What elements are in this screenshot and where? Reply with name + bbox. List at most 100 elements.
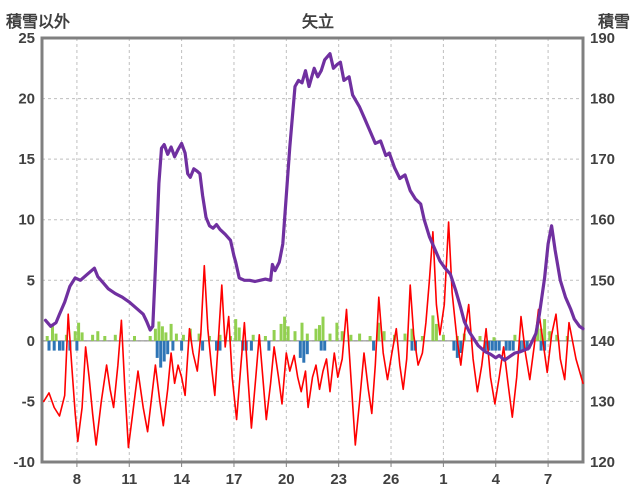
blue-bars xyxy=(319,340,323,351)
right-axis-tick-label: 180 xyxy=(590,91,615,108)
green-bars xyxy=(237,327,241,341)
left-axis-tick-label: 20 xyxy=(18,91,35,108)
temperature-red-line xyxy=(42,221,584,449)
green-bars xyxy=(286,326,290,341)
green-bars xyxy=(234,319,238,341)
blue-bars xyxy=(218,340,222,351)
green-bars xyxy=(91,334,95,341)
green-bars xyxy=(335,322,339,341)
left-axis-tick-label: -5 xyxy=(22,393,35,410)
left-axis-tick-label: 5 xyxy=(27,272,35,289)
snow-depth-purple-line xyxy=(43,52,585,362)
green-bars xyxy=(96,331,100,341)
blue-bars xyxy=(180,340,184,351)
blue-bars xyxy=(171,340,175,351)
green-bars xyxy=(543,319,547,341)
green-bars xyxy=(441,334,445,341)
green-bars xyxy=(434,323,438,341)
x-axis-tick-label: 17 xyxy=(226,471,243,488)
blue-bars xyxy=(497,340,501,351)
green-bars xyxy=(410,328,414,341)
green-bars xyxy=(160,326,164,341)
chart-title: 矢立 xyxy=(301,14,334,31)
green-bars xyxy=(368,336,372,341)
green-bars xyxy=(263,336,267,341)
green-bars xyxy=(377,322,381,341)
green-bars xyxy=(153,328,157,341)
x-axis-tick-label: 20 xyxy=(278,471,295,488)
blue-bars xyxy=(302,340,306,363)
green-bars xyxy=(382,331,386,341)
blue-bars xyxy=(75,340,79,351)
left-axis-tick-label: 10 xyxy=(18,212,35,229)
right-axis-tick-label: 130 xyxy=(590,393,615,410)
blue-bars xyxy=(162,340,166,362)
blue-bars xyxy=(539,340,543,351)
blue-bars xyxy=(155,340,159,358)
green-bars xyxy=(45,336,49,341)
blue-bars xyxy=(61,340,65,351)
green-bars xyxy=(197,333,201,341)
blue-bars xyxy=(159,340,163,368)
right-axis-tick-label: 140 xyxy=(590,333,615,350)
left-axis-tick-label: -10 xyxy=(13,454,35,471)
right-axis-title: 積雪 xyxy=(597,14,630,31)
green-bars xyxy=(293,331,297,341)
blue-bars xyxy=(166,340,170,355)
blue-bars xyxy=(372,340,376,351)
blue-bars xyxy=(487,340,491,351)
blue-bars xyxy=(490,340,494,351)
right-axis-tick-label: 160 xyxy=(590,212,615,229)
plot-area xyxy=(42,38,583,462)
x-axis-tick-label: 4 xyxy=(492,471,501,488)
left-axis-tick-label: 25 xyxy=(18,30,35,47)
blue-bars xyxy=(323,340,327,351)
right-axis-tick-label: 150 xyxy=(590,272,615,289)
green-bars xyxy=(321,316,325,341)
x-axis-tick-label: 8 xyxy=(73,471,81,488)
green-bars xyxy=(548,331,552,341)
green-bars xyxy=(340,331,344,341)
green-bars xyxy=(148,336,152,341)
blue-bars xyxy=(305,340,309,355)
blue-bars xyxy=(58,340,61,351)
blue-bars xyxy=(508,340,512,351)
green-bars xyxy=(181,334,185,341)
green-bars xyxy=(103,336,107,341)
blue-bars xyxy=(459,340,463,353)
green-bars xyxy=(555,334,559,341)
blue-bars xyxy=(249,340,253,351)
blue-bars xyxy=(52,340,56,351)
blue-bars xyxy=(522,340,526,351)
green-bars xyxy=(80,332,84,341)
green-bars xyxy=(218,334,222,341)
blue-bars xyxy=(410,340,414,351)
green-bars xyxy=(51,323,54,341)
green-bars xyxy=(300,322,304,341)
green-bars xyxy=(314,328,318,341)
green-bars xyxy=(349,334,353,341)
left-axis-title: 積雪以外 xyxy=(6,14,71,31)
right-axis-tick-label: 120 xyxy=(590,454,615,471)
right-axis-tick-label: 170 xyxy=(590,151,615,168)
x-axis-tick-label: 26 xyxy=(383,471,400,488)
blue-bars xyxy=(511,340,515,351)
green-bars xyxy=(279,323,283,341)
green-bars xyxy=(420,336,424,341)
green-bars xyxy=(164,332,168,341)
blue-bars xyxy=(215,340,218,351)
blue-bars xyxy=(518,340,522,351)
green-bars xyxy=(358,333,362,341)
green-bars xyxy=(251,334,255,341)
blue-bars xyxy=(47,340,51,351)
left-axis-tick-label: 15 xyxy=(18,151,35,168)
green-bars xyxy=(54,333,58,341)
blue-bars xyxy=(452,340,456,351)
green-bars xyxy=(133,336,136,341)
right-axis-tick-label: 190 xyxy=(590,30,615,47)
green-bars xyxy=(169,323,173,341)
green-bars xyxy=(539,328,543,341)
green-bars xyxy=(478,336,482,341)
